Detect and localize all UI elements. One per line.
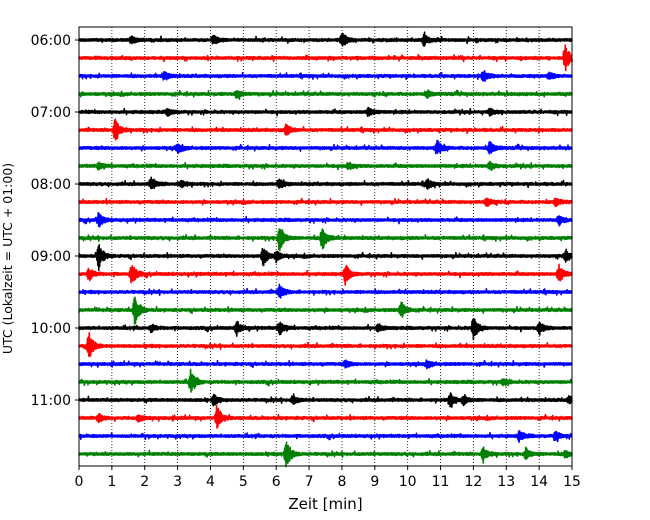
trace-1130: [78, 430, 573, 444]
x-tick-label: 14: [530, 474, 548, 490]
x-tick-label: 4: [206, 474, 215, 490]
trace-1030: [78, 359, 573, 370]
trace-0815: [78, 197, 573, 208]
trace-0930: [78, 283, 573, 299]
trace-1045: [78, 368, 573, 393]
seismic-traces: [78, 31, 573, 468]
y-tick-label: 09:00: [31, 249, 71, 265]
trace-0700: [78, 106, 573, 117]
trace-0730: [78, 139, 573, 155]
trace-0900: [78, 244, 573, 272]
x-tick-label: 6: [272, 474, 281, 490]
x-tick-label: 3: [173, 474, 182, 490]
trace-0645: [78, 89, 573, 100]
trace-0630: [78, 70, 573, 83]
x-tick-label: 0: [75, 474, 84, 490]
x-tick-label: 10: [399, 474, 417, 490]
trace-0945: [78, 296, 573, 325]
trace-0845: [78, 228, 573, 252]
trace-0715: [78, 118, 573, 141]
x-tick-label: 12: [464, 474, 482, 490]
y-tick-label: 08:00: [31, 177, 71, 193]
trace-0600: [78, 31, 573, 48]
y-tick-label: 10:00: [31, 321, 71, 337]
x-tick-label: 13: [497, 474, 515, 490]
y-tick-label: 11:00: [31, 393, 71, 409]
trace-1145: [78, 441, 573, 468]
x-axis-label: Zeit [min]: [288, 495, 362, 513]
trace-0915: [78, 263, 573, 286]
x-tick-label: 5: [239, 474, 248, 490]
trace-1015: [78, 331, 573, 357]
x-tick-label: 7: [305, 474, 314, 490]
trace-0615: [78, 44, 573, 72]
x-tick-label: 9: [370, 474, 379, 490]
y-axis-label: UTC (Lokalzeit = UTC + 01:00): [0, 163, 15, 354]
trace-0745: [78, 160, 573, 172]
x-axis-ticks: 0 1 2 3 4 5 6 7 8 9 10 11 12 13 14 15: [75, 466, 581, 490]
trace-1100: [78, 392, 573, 408]
y-tick-label: 06:00: [31, 33, 71, 49]
x-tick-label: 11: [432, 474, 450, 490]
trace-0800: [78, 176, 573, 190]
x-tick-label: 15: [563, 474, 581, 490]
trace-1115: [78, 404, 573, 429]
trace-0830: [78, 212, 573, 228]
x-tick-label: 1: [107, 474, 116, 490]
grid-lines: [111, 27, 540, 466]
y-axis-ticks: 06:00 07:00 08:00 09:00 10:00 11:00: [31, 33, 79, 409]
x-tick-label: 2: [140, 474, 149, 490]
trace-1000: [78, 318, 573, 341]
x-tick-label: 8: [337, 474, 346, 490]
plot-frame: [78, 26, 573, 467]
y-tick-label: 07:00: [31, 105, 71, 121]
